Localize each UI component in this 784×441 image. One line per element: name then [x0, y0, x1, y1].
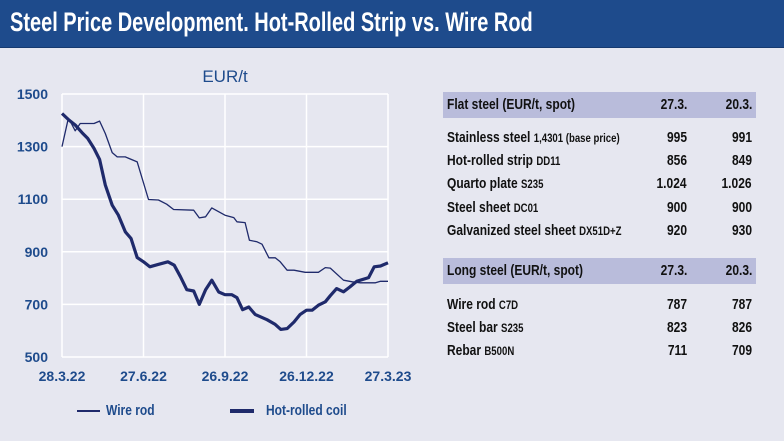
y-tick-label: 700 — [25, 296, 49, 312]
row-label: Wire rod C7D — [447, 294, 518, 316]
product-grade: DX51D+Z — [579, 223, 622, 238]
table-row: Wire rod C7D 787 787 — [447, 294, 752, 316]
price-current: 823 — [666, 319, 687, 337]
price-previous: 826 — [731, 319, 752, 337]
product-name: Wire rod — [447, 296, 496, 313]
column-header-date2: 20.3. — [725, 96, 752, 113]
price-previous: 900 — [731, 198, 752, 216]
product-grade: S235 — [521, 177, 544, 192]
x-tick-label: 27.3.23 — [365, 368, 412, 384]
column-header-date1: 27.3. — [660, 96, 687, 113]
product-name: Rebar — [447, 342, 482, 360]
y-tick-label: 1100 — [18, 191, 49, 207]
product-name: Stainless steel — [447, 129, 531, 146]
price-current: 920 — [666, 221, 687, 239]
price-previous: 787 — [731, 296, 752, 313]
column-header-date2: 20.3. — [725, 262, 752, 279]
legend-hot-rolled-coil: Hot-rolled coil — [230, 402, 367, 419]
table-row: Quarto plate S235 1.024 1.026 — [447, 173, 752, 195]
legend-thin-line-icon — [77, 410, 100, 412]
product-name: Galvanized steel sheet — [447, 221, 576, 239]
price-previous: 709 — [731, 342, 752, 360]
header-bar: Steel Price Development. Hot-Rolled Stri… — [0, 0, 784, 48]
y-tick-label: 500 — [25, 349, 49, 365]
table-row: Steel bar S235 823 826 — [447, 317, 752, 339]
price-previous: 849 — [731, 152, 752, 170]
row-label: Stainless steel 1,4301 (base price) — [447, 127, 620, 149]
table-header-label: Flat steel (EUR/t, spot) — [447, 96, 576, 113]
product-name: Steel bar — [447, 319, 498, 337]
price-previous: 1.026 — [721, 175, 752, 193]
flat-steel-header-band — [443, 92, 756, 118]
x-tick-label: 26.9.22 — [202, 368, 249, 384]
price-previous: 930 — [731, 221, 752, 239]
price-current: 900 — [666, 198, 687, 216]
series-line-wire-rod — [61, 117, 388, 284]
legend-wire-rod: Wire rod — [77, 402, 167, 419]
long-steel-header-band — [443, 258, 756, 284]
row-label: Hot-rolled strip DD11 — [447, 150, 560, 172]
product-name: Hot-rolled strip — [447, 152, 533, 170]
product-grade: DD11 — [536, 154, 561, 169]
y-tick-label: 1500 — [17, 86, 48, 102]
table-row: Rebar B500N 711 709 — [447, 340, 752, 362]
row-label: Rebar B500N — [447, 340, 514, 362]
y-tick-label: 1300 — [17, 139, 48, 155]
legend-thick-line-icon — [230, 409, 254, 414]
price-previous: 991 — [731, 129, 752, 146]
flat-steel-header: Flat steel (EUR/t, spot) 27.3. 20.3. — [447, 94, 752, 116]
price-current: 995 — [666, 129, 687, 146]
product-grade: S235 — [501, 321, 524, 336]
table-row: Galvanized steel sheet DX51D+Z 920 930 — [447, 220, 752, 242]
product-grade: DC01 — [513, 200, 539, 215]
table-row: Stainless steel 1,4301 (base price) 995 … — [447, 127, 752, 149]
table-header-label: Long steel (EUR/t, spot) — [447, 262, 583, 279]
product-name: Quarto plate — [447, 175, 518, 193]
x-tick-label: 28.3.22 — [39, 368, 86, 384]
column-header-date1: 27.3. — [660, 262, 687, 279]
legend-label: Hot-rolled coil — [266, 402, 347, 419]
y-tick-label: 900 — [25, 244, 49, 260]
price-current: 711 — [667, 342, 687, 360]
series-line-hot-rolled-coil — [60, 112, 389, 331]
product-grade: 1,4301 (base price) — [533, 131, 620, 145]
page-title: Steel Price Development. Hot-Rolled Stri… — [10, 7, 533, 37]
table-row: Hot-rolled strip DD11 856 849 — [447, 150, 752, 172]
x-tick-label: 26.12.22 — [279, 368, 334, 384]
legend-label: Wire rod — [106, 402, 155, 419]
unit-label: EUR/t — [202, 67, 248, 86]
row-label: Steel sheet DC01 — [447, 197, 538, 219]
row-label: Steel bar S235 — [447, 317, 523, 339]
long-steel-header: Long steel (EUR/t, spot) 27.3. 20.3. — [447, 260, 752, 282]
product-grade: C7D — [498, 298, 519, 312]
product-name: Steel sheet — [447, 198, 511, 216]
x-tick-label: 27.6.22 — [120, 368, 167, 384]
row-label: Quarto plate S235 — [447, 173, 543, 195]
price-current: 856 — [666, 152, 687, 170]
table-row: Steel sheet DC01 900 900 — [447, 197, 752, 219]
price-current: 787 — [666, 296, 687, 313]
row-label: Galvanized steel sheet DX51D+Z — [447, 220, 621, 242]
price-current: 1.024 — [656, 175, 687, 193]
product-grade: B500N — [484, 344, 515, 359]
